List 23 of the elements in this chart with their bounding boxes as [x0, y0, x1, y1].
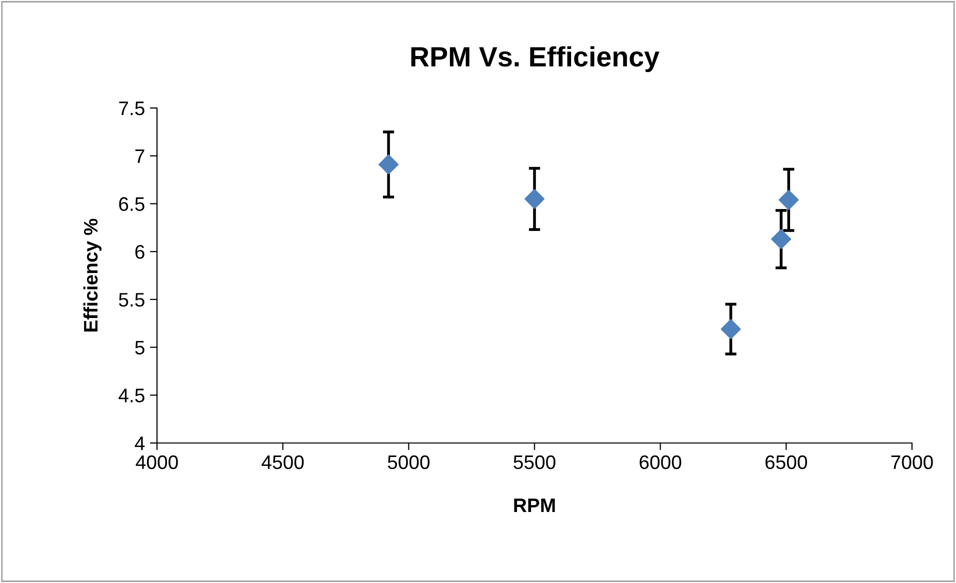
y-tick-label: 6: [135, 245, 144, 259]
y-axis-title: Efficiency %: [83, 218, 102, 332]
x-tick-label: 4000: [136, 455, 178, 470]
x-tick-label: 4500: [262, 455, 304, 470]
point: [524, 188, 545, 209]
x-tick-label: 6000: [640, 455, 682, 470]
point: [778, 190, 799, 210]
y-tick-label: 5: [135, 340, 144, 355]
x-tick-label: 7000: [891, 455, 933, 470]
y-tick-label: 5.5: [118, 293, 144, 307]
y-tick-label: 4: [134, 436, 145, 450]
point: [771, 229, 792, 250]
x-tick-label: 5500: [514, 455, 556, 470]
x-tick-label: 5000: [388, 455, 430, 470]
y-tick-label: 6.5: [119, 197, 144, 211]
chart-title: RPM Vs. Efficiency: [411, 46, 660, 72]
point: [378, 154, 399, 174]
y-tick-label: 7: [135, 150, 144, 163]
x-axis-title: RPM: [514, 498, 555, 512]
y-tick-label: 7.5: [119, 102, 144, 116]
point: [720, 319, 741, 340]
y-tick-label: 4.5: [118, 388, 144, 402]
x-tick-label: 6500: [766, 455, 808, 470]
